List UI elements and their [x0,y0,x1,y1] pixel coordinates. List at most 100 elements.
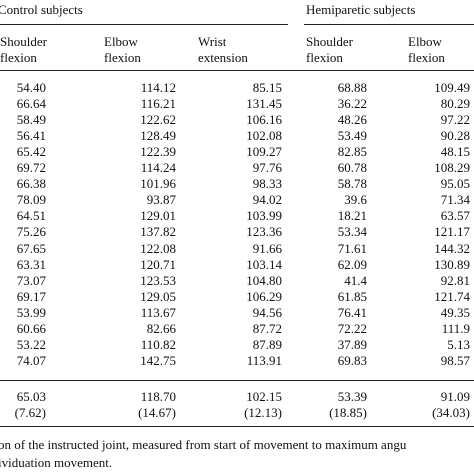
sd-cell-elbow-flexion: (14.67) [138,405,176,420]
table-cell-shoulder-flexion: 53.99 [16,304,46,320]
table-cell-elbow-flexion: 122.39 [140,144,176,160]
table-cell-hemi-shoulder-flexion: 61.85 [337,288,367,304]
table-cell-hemi-elbow-flexion: 48.15 [440,144,470,160]
group-rule-hemiparetic [304,24,474,25]
table-cell-elbow-flexion: 114.12 [140,80,176,95]
table-cell-elbow-flexion: 122.62 [140,112,176,128]
table-cell-wrist-extension: 104.80 [246,272,282,288]
table-cell-wrist-extension: 91.66 [252,240,282,256]
table-cell-wrist-extension: 102.08 [246,128,282,144]
table-cell-hemi-shoulder-flexion: 72.22 [337,320,367,336]
table-cell-shoulder-flexion: 69.72 [16,160,46,176]
table-cell-hemi-elbow-flexion: 49.35 [440,304,470,320]
table-cell-hemi-shoulder-flexion: 82.85 [337,144,367,160]
table-cell-hemi-elbow-flexion: 5.13 [447,336,470,352]
table-cell-hemi-elbow-flexion: 92.81 [440,272,470,288]
mean-cell-elbow-flexion: 118.70 [140,389,176,404]
table-cell-wrist-extension: 106.29 [246,288,282,304]
table-cell-elbow-flexion: 142.75 [140,352,176,368]
table-cell-wrist-extension: 98.33 [252,176,282,192]
table-cell-wrist-extension: 106.16 [246,112,282,128]
sd-cell-shoulder-flexion: (7.62) [14,405,46,420]
table-cell-hemi-shoulder-flexion: 36.22 [337,96,367,112]
table-cell-wrist-extension: 94.56 [252,304,282,320]
table-cell-hemi-elbow-flexion: 144.32 [434,240,470,256]
table-cell-elbow-flexion: 101.96 [140,176,176,192]
table-cell-shoulder-flexion: 63.31 [16,256,46,272]
table-cell-elbow-flexion: 129.05 [140,288,176,304]
table-cell-wrist-extension: 109.27 [246,144,282,160]
sd-cell-hemi-elbow-flexion: (34.03) [432,405,470,420]
table-cell-hemi-shoulder-flexion: 60.78 [337,160,367,176]
table-cell-shoulder-flexion: 69.17 [16,288,46,304]
table-cell-hemi-shoulder-flexion: 69.83 [337,352,367,368]
table-cell-shoulder-flexion: 75.26 [16,224,46,240]
table-cell-shoulder-flexion: 73.07 [16,272,46,288]
table-cell-hemi-shoulder-flexion: 71.61 [337,240,367,256]
mean-cell-hemi-shoulder-flexion: 53.39 [337,389,367,404]
table-cell-elbow-flexion: 110.82 [140,336,176,352]
table-cell-hemi-elbow-flexion: 98.57 [440,352,470,368]
group-header-hemiparetic: Hemiparetic subjects [306,2,416,17]
table-cell-wrist-extension: 103.99 [246,208,282,224]
column-header-shoulder-flexion-line-1: Shoulder [0,34,47,49]
table-cell-elbow-flexion: 122.08 [140,240,176,256]
sd-cell-wrist-extension: (12.13) [244,405,282,420]
table-cell-elbow-flexion: 116.21 [140,96,176,112]
table-cell-wrist-extension: 103.14 [246,256,282,272]
table-cell-shoulder-flexion: 53.22 [16,336,46,352]
table-cell-elbow-flexion: 128.49 [140,128,176,144]
table-cell-hemi-elbow-flexion: 109.49 [434,80,470,95]
table-cell-hemi-shoulder-flexion: 62.09 [337,256,367,272]
mean-cell-wrist-extension: 102.15 [246,389,282,404]
table-cell-elbow-flexion: 120.71 [140,256,176,272]
table-cell-shoulder-flexion: 67.65 [16,240,46,256]
table-cell-elbow-flexion: 137.82 [140,224,176,240]
column-header-hemi-elbow-flexion-line-2: flexion [408,50,445,65]
table-cell-hemi-elbow-flexion: 121.74 [434,288,470,304]
table-cell-hemi-shoulder-flexion: 53.49 [337,128,367,144]
table-cell-wrist-extension: 97.76 [252,160,282,176]
table-cell-elbow-flexion: 82.66 [146,320,176,336]
table-cell-shoulder-flexion: 56.41 [16,128,46,144]
table-cell-elbow-flexion: 129.01 [140,208,176,224]
table-cell-elbow-flexion: 93.87 [146,192,176,208]
table-cell-hemi-elbow-flexion: 97.22 [440,112,470,128]
table-cell-shoulder-flexion: 65.42 [16,144,46,160]
column-header-wrist-extension-line-1: Wrist [198,34,227,49]
table-cell-hemi-shoulder-flexion: 58.78 [337,176,367,192]
table-cell-hemi-elbow-flexion: 95.05 [440,176,470,192]
table-cell-hemi-shoulder-flexion: 18.21 [337,208,367,224]
table-cell-shoulder-flexion: 58.49 [16,112,46,128]
column-header-shoulder-flexion-line-2: flexion [0,50,37,65]
table-cell-wrist-extension: 113.91 [246,352,282,368]
table-cell-elbow-flexion: 123.53 [140,272,176,288]
table-cell-hemi-shoulder-flexion: 37.89 [337,336,367,352]
table-cell-hemi-shoulder-flexion: 48.26 [337,112,367,128]
column-header-elbow-flexion-line-2: flexion [104,50,141,65]
table-cell-wrist-extension: 87.89 [252,336,282,352]
table-cell-shoulder-flexion: 66.64 [16,96,46,112]
sd-cell-hemi-shoulder-flexion: (18.85) [329,405,367,420]
table-cell-elbow-flexion: 113.67 [140,304,176,320]
table-cell-wrist-extension: 85.15 [252,80,282,95]
mean-cell-hemi-elbow-flexion: 91.09 [440,389,470,404]
column-header-wrist-extension-line-2: extension [198,50,248,65]
table-cell-hemi-elbow-flexion: 90.28 [440,128,470,144]
footnote-line-2: ividuation movement. [0,455,113,470]
table-cell-shoulder-flexion: 64.51 [16,208,46,224]
table-cell-hemi-elbow-flexion: 130.89 [434,256,470,272]
column-header-hemi-shoulder-flexion-line-1: Shoulder [306,34,353,49]
table-cell-hemi-elbow-flexion: 111.9 [441,320,470,336]
table-cell-hemi-elbow-flexion: 71.34 [440,192,470,208]
group-header-control: Control subjects [0,2,83,17]
table-cell-hemi-elbow-flexion: 63.57 [440,208,470,224]
table-cell-shoulder-flexion: 60.66 [16,320,46,336]
column-header-hemi-elbow-flexion-line-1: Elbow [408,34,442,49]
table-cell-elbow-flexion: 114.24 [140,160,176,176]
table-cell-shoulder-flexion: 78.09 [16,192,46,208]
table-cell-hemi-shoulder-flexion: 76.41 [337,304,367,320]
table-cell-hemi-shoulder-flexion: 41.4 [344,272,367,288]
column-header-elbow-flexion-line-1: Elbow [104,34,138,49]
